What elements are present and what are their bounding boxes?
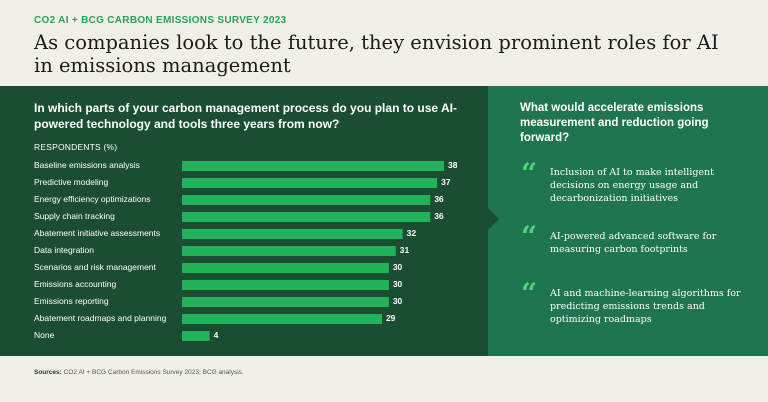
value-label-10: 4	[213, 330, 219, 340]
category-label-9: Abatement roadmaps and planning	[34, 313, 167, 323]
value-label-5: 31	[399, 245, 410, 255]
chart-question: In which parts of your carbon management…	[34, 101, 457, 131]
survey-kicker: CO2 AI + BCG CARBON EMISSIONS SURVEY 202…	[34, 15, 287, 26]
bar-6	[182, 263, 389, 273]
bar-7	[182, 280, 389, 290]
source-text: CO2 AI + BCG Carbon Emissions Survey 202…	[63, 369, 244, 376]
category-label-0: Baseline emissions analysis	[34, 160, 140, 170]
value-label-6: 30	[392, 262, 403, 272]
category-label-1: Predictive modeling	[34, 177, 109, 187]
panel-arrow	[488, 208, 499, 230]
category-label-4: Abatement initiative assessments	[34, 228, 161, 238]
category-label-10: None	[34, 330, 55, 340]
category-label-3: Supply chain tracking	[34, 211, 115, 221]
value-label-8: 30	[392, 296, 403, 306]
right-panel-title: What would accelerate emissions measurem…	[520, 102, 709, 144]
quote-text-3: AI and machine-learning algorithms for p…	[550, 288, 741, 325]
bar-4	[182, 229, 403, 239]
chart-unit-label: RESPONDENTS (%)	[34, 142, 118, 152]
bar-1	[182, 178, 438, 188]
value-label-3: 36	[434, 211, 444, 221]
value-label-7: 30	[392, 279, 403, 289]
source-label: Sources:	[34, 369, 62, 376]
quote-icon-3: “	[521, 277, 538, 310]
category-label-8: Emissions reporting	[34, 296, 109, 306]
quote-text-1: Inclusion of AI to make intelligent deci…	[550, 167, 714, 204]
bar-8	[182, 297, 389, 307]
bar-5	[182, 246, 396, 256]
quote-text-2: AI-powered advanced software for measuri…	[550, 231, 717, 255]
bar-3	[182, 212, 431, 222]
category-label-5: Data integration	[34, 245, 95, 255]
bar-10	[182, 331, 210, 341]
value-label-0: 38	[448, 160, 458, 170]
bar-9	[182, 314, 382, 324]
quotes-panel	[488, 86, 768, 356]
page-headline: As companies look to the future, they en…	[34, 31, 719, 77]
category-label-6: Scenarios and risk management	[34, 262, 156, 272]
value-label-9: 29	[385, 313, 396, 323]
quote-icon-2: “	[521, 220, 538, 253]
quote-icon-1: “	[521, 157, 538, 190]
source-note: Sources: CO2 AI + BCG Carbon Emissions S…	[34, 369, 244, 376]
value-label-2: 36	[434, 194, 444, 204]
value-label-1: 37	[441, 177, 451, 187]
value-label-4: 32	[406, 228, 417, 238]
bar-0	[182, 161, 444, 171]
category-label-2: Energy efficiency optimizations	[34, 194, 151, 204]
category-label-7: Emissions accounting	[34, 279, 117, 289]
bar-2	[182, 195, 431, 205]
